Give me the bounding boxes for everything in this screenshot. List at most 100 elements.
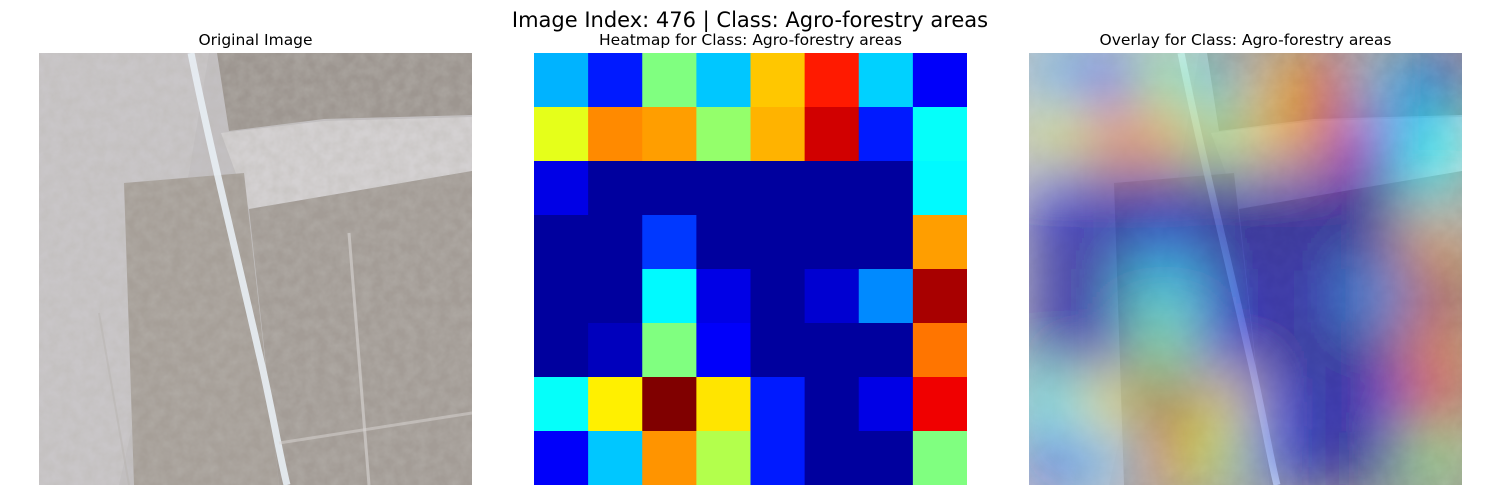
heatmap-cell <box>912 431 967 485</box>
overlay-heat-cell <box>1191 215 1247 270</box>
heatmap-cell <box>858 269 914 324</box>
heatmap-cell <box>804 215 860 270</box>
overlay-heat-cell <box>1299 269 1355 324</box>
overlay-heat-cell <box>1353 431 1409 485</box>
overlay-heat-cell <box>1083 323 1138 378</box>
heatmap-cell <box>858 431 914 485</box>
overlay-heat-cell <box>1083 269 1138 324</box>
heatmap-cell <box>804 161 860 216</box>
heatmap-cell <box>858 161 914 216</box>
heatmap-cell <box>858 215 914 270</box>
heatmap-cell <box>642 53 697 108</box>
overlay-heat-cell <box>1245 323 1301 378</box>
heatmap-cell <box>912 215 967 270</box>
heatmap-cell <box>750 377 806 432</box>
overlay-heat-cell <box>1029 215 1084 270</box>
overlay-heat-cell <box>1353 215 1409 270</box>
overlay-heat-cell <box>1245 269 1301 324</box>
overlay-heat-cell <box>1029 161 1084 216</box>
overlay-heat-cell <box>1353 161 1409 216</box>
heatmap-cell <box>588 161 643 216</box>
original-image <box>39 53 472 485</box>
overlay-heat-cell <box>1137 161 1192 216</box>
heatmap-cell <box>534 161 589 216</box>
overlay-heat-cell <box>1083 215 1138 270</box>
overlay-heat-cell <box>1407 215 1462 270</box>
overlay-title: Overlay for Class: Agro-forestry areas <box>1099 31 1392 49</box>
heatmap-cell <box>588 269 643 324</box>
heatmap-cell <box>696 53 752 108</box>
overlay-heat-cell <box>1245 431 1301 485</box>
heatmap-cell <box>696 269 752 324</box>
overlay-heat-cell <box>1299 431 1355 485</box>
heatmap-cell <box>642 323 697 378</box>
heatmap-cell <box>750 215 806 270</box>
overlay-heat-cell <box>1083 107 1138 162</box>
heatmap-grid <box>534 53 967 485</box>
overlay-heat-cell <box>1299 53 1355 108</box>
overlay-heat-cell <box>1191 269 1247 324</box>
overlay-heat-cell <box>1245 377 1301 432</box>
heatmap-cell <box>804 269 860 324</box>
overlay-heat-cell <box>1191 377 1247 432</box>
overlay-heat-cell <box>1029 323 1084 378</box>
overlay-heat-cell <box>1137 269 1192 324</box>
overlay-heat-cell <box>1299 107 1355 162</box>
heatmap-title: Heatmap for Class: Agro-forestry areas <box>599 31 902 49</box>
heatmap-cell <box>534 269 589 324</box>
overlay-heat-cell <box>1191 431 1247 485</box>
overlay-heat-cell <box>1353 323 1409 378</box>
overlay-heat-cell <box>1299 215 1355 270</box>
heatmap-cell <box>858 53 914 108</box>
heatmap-cell <box>750 323 806 378</box>
heatmap-cell <box>858 377 914 432</box>
heatmap-cell <box>642 431 697 485</box>
overlay-heat-cell <box>1299 161 1355 216</box>
heatmap-cell <box>642 215 697 270</box>
satellite-image <box>39 53 472 485</box>
heatmap <box>534 53 967 485</box>
overlay-heat-cell <box>1191 53 1247 108</box>
overlay-heat-cell <box>1407 269 1462 324</box>
overlay-heat-cell <box>1191 107 1247 162</box>
heatmap-cell <box>696 431 752 485</box>
heatmap-cell <box>534 53 589 108</box>
overlay-image <box>1029 53 1462 485</box>
heatmap-cell <box>750 161 806 216</box>
overlay <box>1029 53 1462 485</box>
overlay-heat-cell <box>1407 377 1462 432</box>
heatmap-cell <box>750 431 806 485</box>
overlay-heat-cell <box>1191 323 1247 378</box>
heatmap-cell <box>588 53 643 108</box>
heatmap-cell <box>534 431 589 485</box>
heatmap-cell <box>912 53 967 108</box>
heatmap-cell <box>804 377 860 432</box>
overlay-heat-cell <box>1245 107 1301 162</box>
overlay-heat-cell <box>1245 161 1301 216</box>
overlay-heat-cell <box>1083 53 1138 108</box>
overlay-heat-cell <box>1353 269 1409 324</box>
heatmap-cell <box>696 215 752 270</box>
heatmap-cell <box>804 323 860 378</box>
overlay-heat-cell <box>1407 431 1462 485</box>
heatmap-cell <box>750 107 806 162</box>
overlay-heat-cell <box>1245 53 1301 108</box>
overlay-heat-cell <box>1137 323 1192 378</box>
heatmap-cell <box>642 107 697 162</box>
overlay-heat-cell <box>1083 377 1138 432</box>
figure-suptitle: Image Index: 476 | Class: Agro-forestry … <box>511 8 989 32</box>
overlay-heat-cell <box>1407 107 1462 162</box>
overlay-heat-cell <box>1299 323 1355 378</box>
heatmap-cell <box>642 161 697 216</box>
overlay-heat-cell <box>1407 161 1462 216</box>
heatmap-cell <box>912 161 967 216</box>
overlay-heat-cell <box>1029 377 1084 432</box>
overlay-heat-cell <box>1407 53 1462 108</box>
heatmap-cell <box>534 323 589 378</box>
heatmap-cell <box>750 53 806 108</box>
heatmap-cell <box>696 161 752 216</box>
overlay-heat-cell <box>1191 161 1247 216</box>
heatmap-cell <box>804 431 860 485</box>
overlay-heat-cell <box>1029 269 1084 324</box>
overlay-heat-cell <box>1083 161 1138 216</box>
